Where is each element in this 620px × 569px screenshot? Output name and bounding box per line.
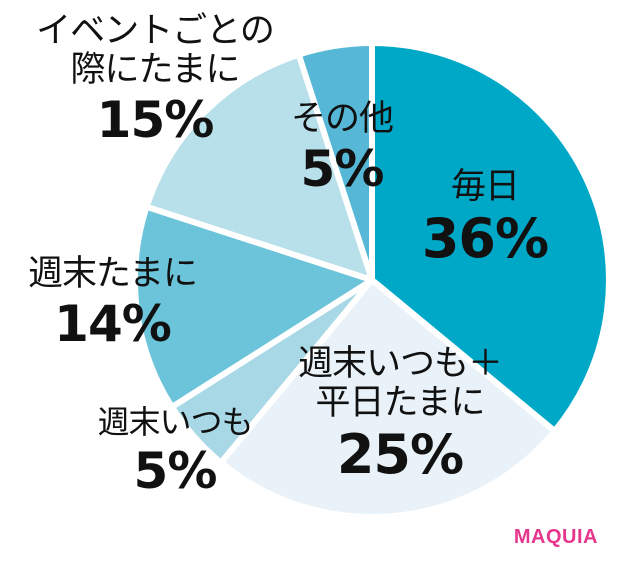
label-weekend-plus-name2: 平日たまに: [315, 383, 486, 424]
label-mainichi: 毎日 36%: [415, 167, 555, 271]
maquia-logo: MAQUIA: [513, 526, 598, 548]
label-weekend-plus: 週末いつも＋ 平日たまに 25%: [280, 344, 520, 487]
label-other: その他 5%: [282, 99, 402, 199]
label-event-pct: 15%: [96, 91, 215, 150]
label-weekend-sometimes: 週末たまに 14%: [0, 254, 225, 354]
pie-slice: [295, 40, 375, 283]
label-event: イベントごとの 際にたまに 15%: [0, 11, 310, 150]
label-weekend-always: 週末いつも 5%: [75, 403, 275, 500]
label-mainichi-pct: 36%: [421, 207, 549, 271]
label-event-name1: イベントごとの: [36, 11, 275, 51]
label-other-name: その他: [290, 99, 394, 139]
label-event-name2: 際にたまに: [70, 50, 241, 91]
label-weekend-plus-pct: 25%: [336, 423, 464, 487]
label-weekend-sometimes-name: 週末たまに: [28, 254, 198, 294]
label-mainichi-name: 毎日: [450, 167, 520, 207]
label-weekend-always-pct: 5%: [133, 441, 218, 500]
pie-slice: [132, 203, 375, 410]
label-weekend-always-name: 週末いつも: [97, 403, 253, 441]
label-weekend-sometimes-pct: 14%: [54, 295, 172, 354]
pie-slice: [369, 40, 612, 435]
label-weekend-plus-name1: 週末いつも＋: [297, 344, 503, 384]
pie-slice: [217, 277, 558, 520]
label-other-pct: 5%: [300, 140, 385, 199]
